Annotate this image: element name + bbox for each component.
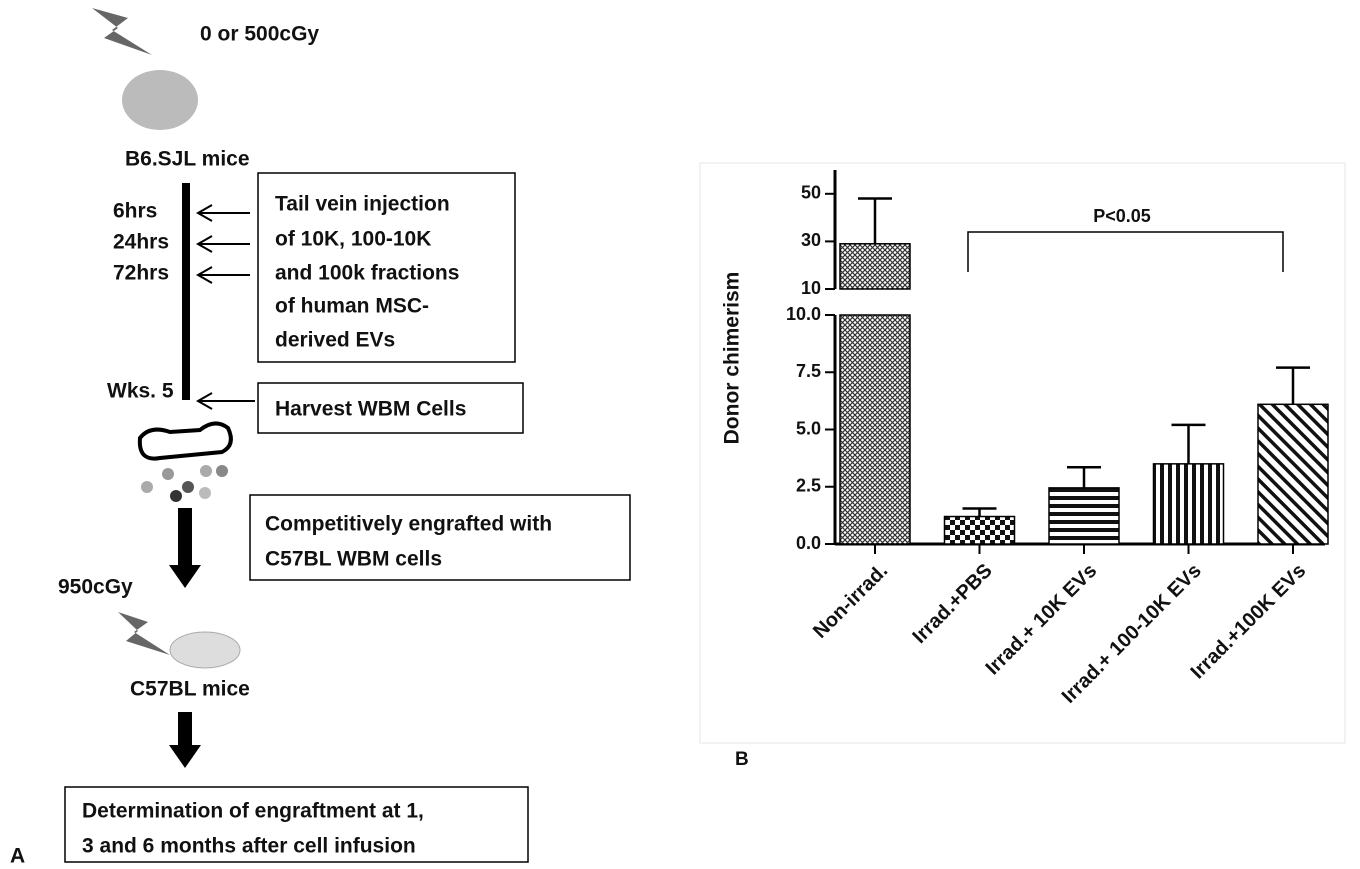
- lightning-icon: [118, 612, 170, 655]
- timepoint: Wks. 5: [107, 380, 174, 403]
- irradiation-dose: 0 or 500cGy: [200, 23, 319, 46]
- recipient-label: C57BL mice: [130, 678, 250, 701]
- panel-label: B: [735, 749, 749, 770]
- down-arrow: [169, 508, 201, 588]
- y-tick-label: 10: [801, 278, 821, 298]
- y-tick-label: 50: [801, 183, 821, 203]
- bar-upper: [839, 243, 911, 290]
- error-bar: [858, 197, 892, 244]
- bar: [839, 314, 911, 545]
- panel-label: A: [10, 845, 25, 868]
- bar: [943, 515, 1016, 545]
- y-tick-label: 10.0: [786, 304, 821, 324]
- x-tick-label: Non-irrad.: [809, 560, 892, 643]
- timepoint: 24hrs: [113, 231, 169, 254]
- mouse-icon: [122, 70, 198, 130]
- bar: [1152, 463, 1225, 545]
- timepoint: 72hrs: [113, 262, 169, 285]
- box-text: derived EVs: [275, 329, 395, 352]
- error-bar: [1067, 466, 1101, 488]
- cells-icon: [141, 465, 228, 502]
- box-text: and 100k fractions: [275, 262, 459, 285]
- y-axis-label: Donor chimerism: [721, 272, 744, 445]
- mouse-icon: [169, 631, 241, 669]
- timepoint: 6hrs: [113, 200, 157, 223]
- error-bar: [1171, 423, 1206, 464]
- arrows: [195, 204, 255, 410]
- error-bar: [962, 507, 997, 517]
- bar: [1048, 487, 1120, 545]
- box-text: Determination of engraftment at 1,: [82, 800, 424, 823]
- annotation: P<0.05: [1093, 206, 1151, 226]
- box-text: 3 and 6 months after cell infusion: [82, 835, 416, 858]
- bar: [1257, 403, 1329, 545]
- lightning-icon: [92, 8, 152, 55]
- bone-icon: [137, 421, 233, 461]
- y-tick-label: 5.0: [796, 418, 821, 438]
- x-tick-label: Irrad.+100K EVs: [1187, 560, 1311, 684]
- down-arrow: [169, 712, 201, 768]
- error-bar: [1276, 366, 1310, 405]
- box-text: Competitively engrafted with: [265, 513, 552, 536]
- harvest-box: [257, 382, 524, 434]
- box-text: Tail vein injection: [275, 193, 450, 216]
- y-tick-label: 0.0: [796, 533, 821, 553]
- x-tick-label: Irrad.+PBS: [909, 560, 997, 648]
- injection-box: [257, 172, 516, 363]
- x-tick-label: Irrad.+ 10K EVs: [982, 560, 1102, 680]
- box-text: of human MSC-: [275, 295, 429, 318]
- panel-frame: [699, 162, 1346, 744]
- box-text: of 10K, 100-10K: [275, 228, 431, 251]
- y-tick-label: 2.5: [796, 476, 821, 496]
- result-box: [64, 786, 529, 863]
- panel-a: 0 or 500cGy B6.SJL mice 6hrs 24hrs 72hrs…: [10, 8, 631, 868]
- donor-label: B6.SJL mice: [125, 148, 250, 171]
- engraft-box: [249, 494, 631, 581]
- box-text: Harvest WBM Cells: [275, 398, 466, 421]
- significance-bracket: [967, 231, 1284, 272]
- y-tick-label: 7.5: [796, 361, 821, 381]
- recipient-dose: 950cGy: [58, 576, 133, 599]
- box-text: C57BL WBM cells: [265, 548, 442, 571]
- y-tick-label: 30: [801, 230, 821, 250]
